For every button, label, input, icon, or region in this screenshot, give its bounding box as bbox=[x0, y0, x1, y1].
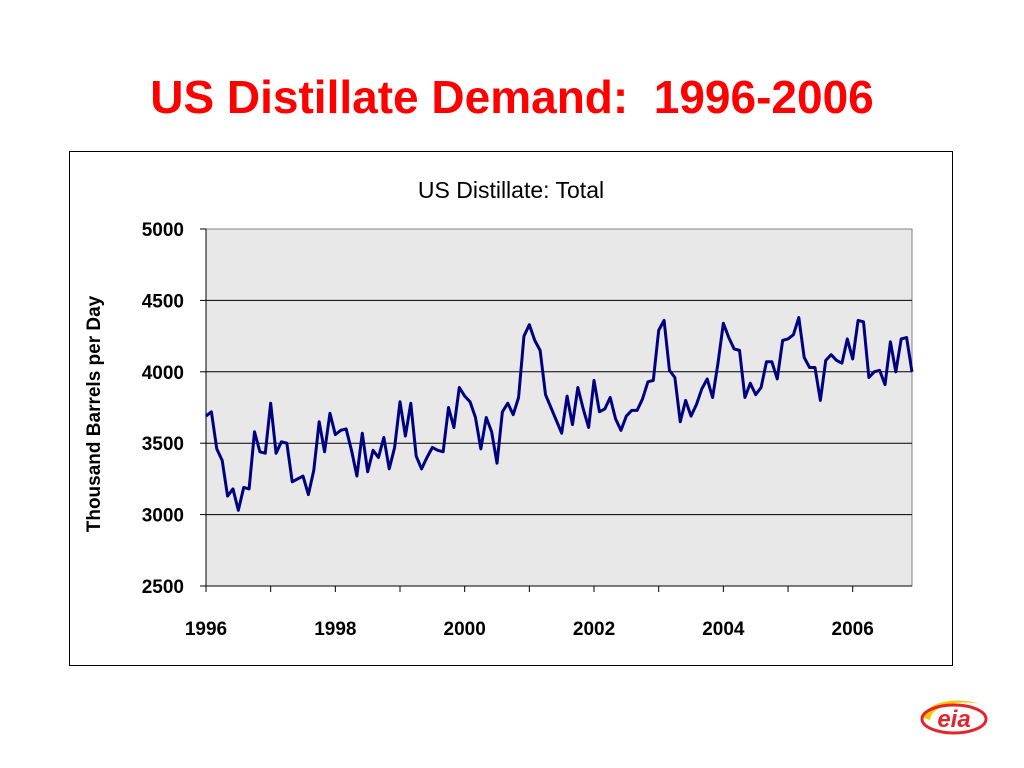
x-tick-label: 2000 bbox=[444, 619, 486, 640]
x-tick-label: 2006 bbox=[832, 619, 874, 640]
page-title: US Distillate Demand: 1996-2006 bbox=[150, 71, 874, 123]
chart-frame: US Distillate: Total Thousand Barrels pe… bbox=[69, 151, 953, 666]
series-line-0 bbox=[205, 316, 914, 512]
logo-ring bbox=[920, 703, 988, 735]
x-tick-label: 1996 bbox=[185, 619, 227, 640]
y-tick-label: 2500 bbox=[142, 577, 184, 598]
y-tick-label: 3000 bbox=[142, 506, 184, 527]
y-tick-label: 4500 bbox=[142, 291, 184, 312]
y-tick-label: 3500 bbox=[142, 434, 184, 455]
x-tick-label: 2004 bbox=[702, 619, 745, 640]
x-tick-label: 2002 bbox=[573, 619, 615, 640]
line-chart: US Distillate: Total Thousand Barrels pe… bbox=[84, 177, 914, 640]
eia-logo: eia bbox=[920, 700, 988, 735]
chart-title: US Distillate: Total bbox=[418, 177, 604, 203]
logo-text: eia bbox=[937, 706, 970, 733]
x-tick-label: 1998 bbox=[314, 619, 356, 640]
y-tick-label: 4000 bbox=[142, 363, 184, 384]
y-tick-label: 5000 bbox=[142, 220, 184, 241]
plot-area bbox=[205, 228, 913, 587]
y-axis-label: Thousand Barrels per Day bbox=[84, 295, 105, 532]
